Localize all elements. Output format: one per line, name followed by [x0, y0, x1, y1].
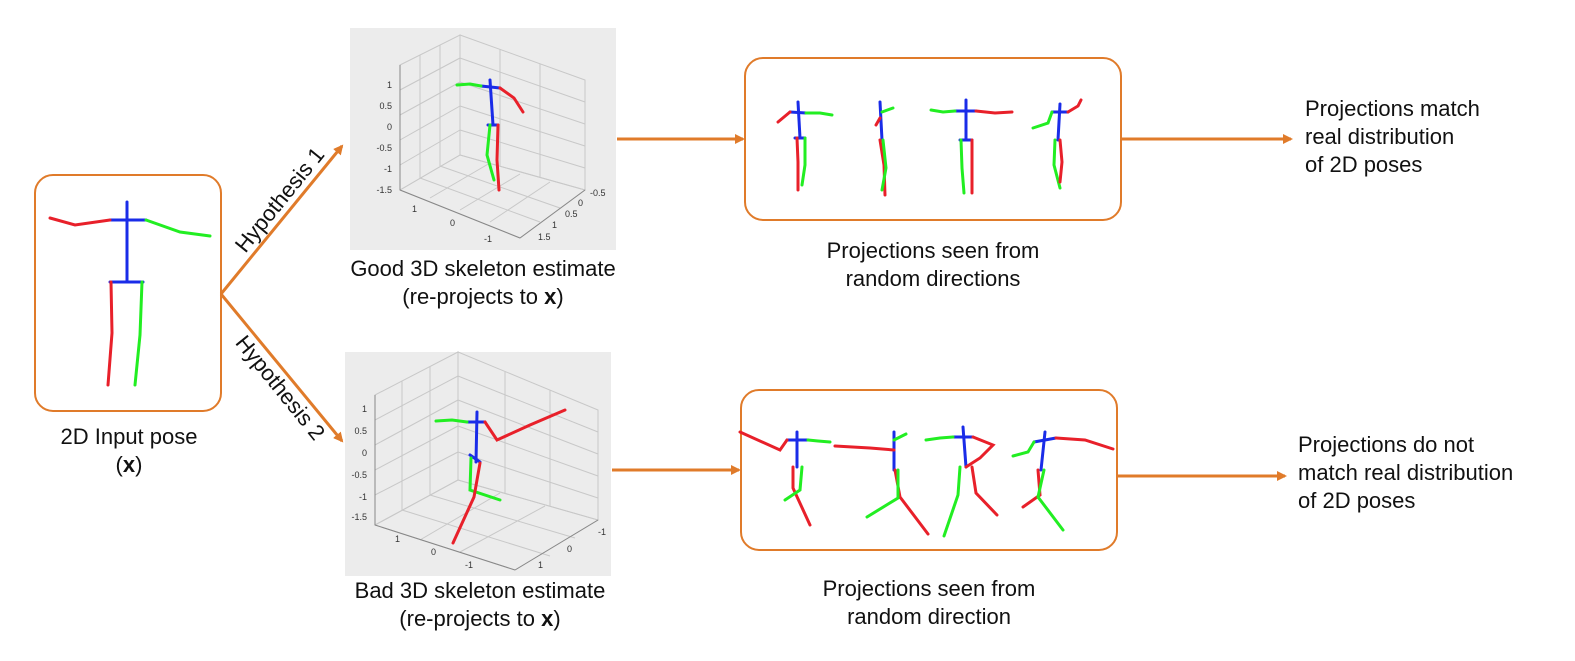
bad-estimate-variable: x	[541, 606, 554, 631]
good-z-tick: 0.5	[379, 101, 392, 111]
bad-x-tick: 0	[431, 547, 436, 557]
good-result-text: Projections match real distribution of 2…	[1305, 95, 1480, 179]
bad-projections-box	[738, 389, 1118, 551]
good-x-tick: -1	[484, 234, 492, 244]
good-y-tick: -0.5	[590, 188, 606, 198]
bad-projections-label-line1: Projections seen from	[822, 576, 1036, 601]
input-pose-skeleton	[48, 200, 212, 387]
hypothesis-1-arrow	[219, 144, 344, 295]
bad-3d-skeleton	[434, 408, 567, 545]
good-projections-label-line1: Projections seen from	[826, 238, 1040, 263]
input-pose-label-line1: 2D Input pose	[60, 424, 198, 449]
bad-estimate-label-line2: (re-projects to x)	[399, 606, 561, 631]
hypothesis-arrows	[219, 144, 344, 443]
good-result-line1: Projections match	[1305, 96, 1480, 121]
bad-result-line1: Projections do not	[1298, 432, 1475, 457]
bad-estimate-label: Bad 3D skeleton estimate (re-projects to…	[300, 577, 660, 633]
good-x-tick: 1	[412, 204, 417, 214]
good-y-tick: 0.5	[565, 209, 578, 219]
input-pose-label-line2: (x)	[115, 452, 143, 477]
input-pose-variable: x	[122, 452, 136, 477]
bad-y-tick: 0	[567, 544, 572, 554]
bad-estimate-label-line1: Bad 3D skeleton estimate	[354, 578, 606, 603]
good-projections-box	[744, 57, 1122, 221]
bad-z-tick: 1	[362, 404, 367, 414]
bad-y-tick: 1	[538, 560, 543, 570]
good-3d-skeleton	[455, 78, 525, 192]
good-3d-z-ticks: 1 0.5 0 -0.5 -1 -1.5	[376, 80, 392, 195]
bad-projection-skeleton	[738, 430, 832, 527]
bad-z-tick: -1.5	[351, 512, 367, 522]
good-estimate-label-line2: (re-projects to x)	[402, 284, 564, 309]
bad-z-tick: -1	[359, 492, 367, 502]
good-x-tick: 0	[450, 218, 455, 228]
good-z-tick: 1	[387, 80, 392, 90]
good-y-tick: 1	[552, 220, 557, 230]
good-3d-plot: 1 0.5 0 -0.5 -1 -1.5 1 0 -1 -0.5 0 0.5 1…	[350, 28, 616, 250]
good-estimate-variable: x	[544, 284, 557, 309]
bad-3d-x-ticks: 1 0 -1	[395, 534, 473, 570]
bad-projection-skeleton	[924, 425, 999, 538]
input-pose-label: 2D Input pose (x)	[38, 423, 220, 479]
bad-3d-z-ticks: 1 0.5 0 -0.5 -1 -1.5	[351, 404, 367, 522]
good-result-line2: real distribution	[1305, 124, 1455, 149]
good-projection-skeleton	[929, 98, 1014, 195]
good-z-tick: 0	[387, 122, 392, 132]
bad-3d-plot: 1 0.5 0 -0.5 -1 -1.5 1 0 -1 -1 0 1	[345, 351, 611, 576]
good-y-tick: 0	[578, 198, 583, 208]
good-projection-skeleton	[776, 100, 834, 192]
good-z-tick: -0.5	[376, 143, 392, 153]
good-projections-label: Projections seen from random directions	[763, 237, 1103, 293]
bad-projections-label-line2: random direction	[847, 604, 1011, 629]
bad-x-tick: -1	[465, 560, 473, 570]
input-pose-box	[34, 174, 222, 412]
bad-z-tick: 0.5	[354, 426, 367, 436]
good-y-tick: 1.5	[538, 232, 551, 242]
good-3d-y-ticks: -0.5 0 0.5 1 1.5	[538, 188, 606, 242]
good-3d-x-ticks: 1 0 -1	[412, 204, 492, 244]
bad-result-line2: match real distribution	[1298, 460, 1514, 485]
good-estimate-label-line1: Good 3D skeleton estimate	[350, 256, 616, 281]
bad-x-tick: 1	[395, 534, 400, 544]
good-result-line3: of 2D poses	[1305, 152, 1423, 177]
good-projections-label-line2: random directions	[845, 266, 1021, 291]
bad-projections-label: Projections seen from random direction	[759, 575, 1099, 631]
good-estimate-label: Good 3D skeleton estimate (re-projects t…	[303, 255, 663, 311]
bad-z-tick: -0.5	[351, 470, 367, 480]
good-z-tick: -1	[384, 164, 392, 174]
bad-projection-skeleton	[1011, 430, 1115, 532]
good-z-tick: -1.5	[376, 185, 392, 195]
good-projection-skeleton	[874, 100, 895, 197]
bad-result-text: Projections do not match real distributi…	[1298, 431, 1513, 515]
hypothesis-2-arrow	[219, 293, 344, 443]
bad-3d-y-ticks: -1 0 1	[538, 527, 606, 570]
good-projection-skeleton	[1031, 98, 1083, 190]
bad-result-line3: of 2D poses	[1298, 488, 1416, 513]
bad-z-tick: 0	[362, 448, 367, 458]
bad-projection-skeleton	[833, 430, 930, 536]
bad-y-tick: -1	[598, 527, 606, 537]
